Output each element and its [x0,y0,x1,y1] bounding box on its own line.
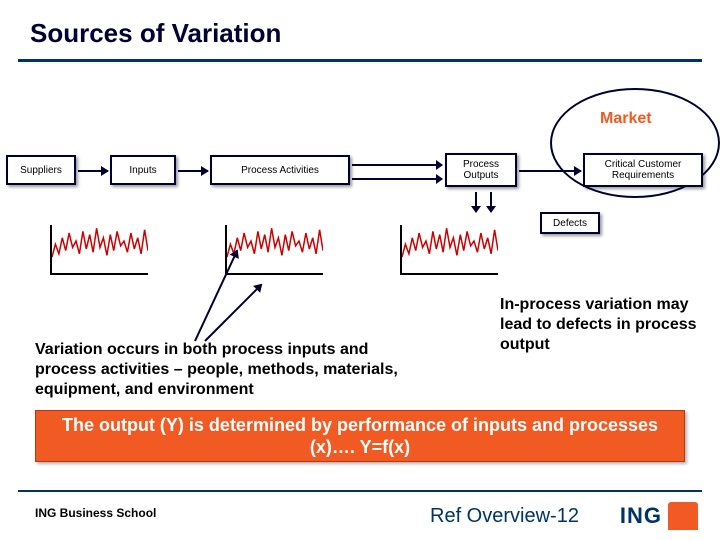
flow-box-process: Process Activities [210,155,350,185]
ing-logo: ING [620,502,698,530]
footer-school: ING Business School [35,506,156,520]
footer-ref: Ref Overview-12 [430,505,579,528]
market-label: Market [600,110,652,128]
flow-arrow [519,170,581,172]
footer-divider [18,490,702,492]
variation-chart-3 [400,225,498,275]
flow-arrow [178,170,208,172]
flow-box-suppliers: Suppliers [6,155,76,185]
variation-chart-1 [50,225,148,275]
ing-logo-text: ING [620,503,662,529]
caption-variation: Variation occurs in both process inputs … [35,340,405,400]
defects-down-arrow [490,192,492,212]
flow-arrow [78,170,108,172]
flow-box-inputs: Inputs [110,155,176,185]
defects-box: Defects [540,212,600,234]
flow-arrow-double [352,158,442,188]
title-divider [18,59,702,62]
ing-lion-icon [668,502,698,530]
flow-row: Suppliers Inputs Process Activities Process… [0,155,720,199]
page-title: Sources of Variation [30,18,720,49]
pointer-arrow [204,284,262,342]
caption-defects: In-process variation may lead to defects… [500,295,700,355]
equation-callout: The output (Y) is determined by performa… [35,410,685,462]
flow-box-ccr: Critical CustomerRequirements [583,153,703,187]
defects-down-arrow [475,192,477,212]
flow-box-outputs: ProcessOutputs [445,153,517,187]
